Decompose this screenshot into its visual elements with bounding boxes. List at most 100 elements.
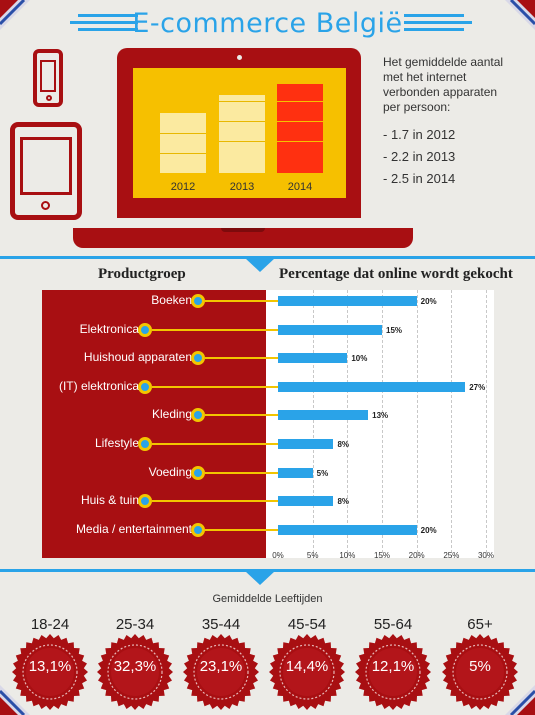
age-label: 35-44	[201, 616, 241, 633]
section-divider-2	[0, 569, 535, 572]
category-dot	[191, 465, 205, 480]
devices-intro-line-3: verbonden apparaten	[383, 85, 498, 99]
x-tick-label: 10%	[339, 551, 356, 560]
title-rule-left-2	[70, 21, 138, 24]
connector-line	[205, 357, 285, 360]
age-percentage: 23,1%	[199, 658, 243, 675]
gridline	[382, 290, 383, 558]
data-label: 5%	[316, 468, 329, 478]
x-tick-label: 15%	[373, 551, 390, 560]
laptop-notch	[221, 228, 265, 232]
productgroup-heading: Productgroep	[98, 266, 186, 282]
x-tick-label: 30%	[477, 551, 494, 560]
laptop-base	[73, 228, 413, 248]
year-label-2012: 2012	[170, 181, 196, 193]
devices-intro-line-1: Het gemiddelde aantal	[383, 55, 504, 69]
data-label: 10%	[351, 354, 368, 364]
category-label: Lifestyle	[94, 436, 139, 450]
gridline	[486, 290, 487, 558]
age-seal-badge	[269, 634, 345, 710]
data-bar	[278, 296, 417, 306]
x-tick-label: 20%	[408, 551, 425, 560]
x-tick-label: 0%	[272, 551, 284, 560]
category-label: Voeding	[148, 464, 192, 479]
connector-line	[152, 500, 285, 503]
category-label: Kleding	[151, 407, 192, 422]
tablet-icon	[10, 122, 82, 220]
data-bar	[278, 353, 348, 364]
age-seal-badge	[355, 634, 431, 710]
data-bar	[278, 439, 334, 449]
age-label: 25-34	[115, 616, 155, 633]
connector-line	[152, 443, 285, 445]
corner-ribbon-bottom-right	[505, 685, 535, 715]
year-bar-2014	[277, 84, 323, 173]
age-label: 45-54	[287, 616, 327, 633]
age-percentage: 14,4%	[285, 658, 329, 675]
title-rule-right-1	[404, 14, 464, 17]
age-seal-badge	[97, 634, 173, 710]
stat-2014: - 2.5 in 2014	[383, 171, 456, 186]
x-tick-label: 5%	[306, 551, 319, 560]
data-label: 20%	[420, 525, 437, 535]
page-title: E-commerce België	[132, 8, 403, 39]
data-bar	[278, 324, 382, 335]
category-label: Huis & tuin	[80, 493, 139, 508]
age-seal-badge	[442, 634, 518, 710]
data-bar	[278, 496, 334, 507]
corner-ribbon-bottom-left	[0, 685, 30, 715]
year-label-2013: 2013	[229, 181, 255, 193]
devices-intro-line-2: met het internet	[383, 70, 467, 84]
title-rule-left-1	[78, 14, 138, 17]
title-rule-right-3	[404, 28, 464, 31]
data-label: 8%	[337, 497, 350, 507]
category-dot	[138, 494, 152, 509]
devices-intro-line-4: per persoon:	[383, 100, 451, 114]
gridline	[312, 290, 314, 558]
data-label: 27%	[469, 382, 486, 392]
ages-title: Gemiddelde Leeftijden	[212, 593, 323, 605]
data-label: 8%	[337, 440, 350, 449]
category-panel	[42, 290, 266, 558]
connector-line	[152, 328, 285, 331]
corner-ribbon-top-right	[505, 0, 535, 30]
category-dot	[138, 322, 152, 337]
stat-2013: - 2.2 in 2013	[383, 149, 456, 164]
year-label-2014: 2014	[287, 181, 313, 193]
divider-arrow-2	[245, 571, 275, 585]
category-label: Media / entertainment	[75, 521, 192, 536]
data-bar	[278, 410, 369, 421]
smartphone-icon	[33, 49, 63, 107]
stat-2012: - 1.7 in 2012	[383, 127, 456, 142]
plot-area	[266, 290, 494, 558]
age-percentage: 32,3%	[113, 658, 157, 675]
connector-line	[205, 300, 285, 302]
age-seal-badge	[12, 634, 88, 710]
age-label: 18-24	[30, 616, 70, 633]
category-dot	[138, 437, 152, 451]
data-label: 13%	[372, 411, 389, 421]
category-dot	[191, 351, 205, 366]
connector-line	[152, 385, 285, 388]
category-label: Huishoud apparaten	[83, 350, 192, 365]
connector-line	[205, 414, 285, 417]
x-tick-label: 25%	[443, 551, 460, 560]
category-label: Boeken	[151, 293, 192, 307]
category-label: Elektronica	[79, 321, 139, 336]
category-dot	[138, 379, 152, 394]
data-bar	[278, 381, 466, 392]
age-percentage: 13,1%	[28, 658, 72, 675]
section-divider-1	[0, 256, 535, 259]
gridline	[451, 290, 453, 558]
category-dot	[191, 408, 205, 423]
connector-line	[205, 471, 285, 474]
age-percentage: 5%	[469, 658, 491, 675]
data-label: 20%	[420, 297, 437, 306]
age-label: 65+	[467, 616, 493, 633]
year-bar-2012	[160, 113, 206, 173]
connector-line	[205, 528, 285, 531]
category-dot	[191, 522, 205, 537]
data-label: 15%	[386, 325, 403, 335]
title-rule-right-2	[404, 21, 472, 24]
age-label: 55-64	[373, 616, 413, 633]
